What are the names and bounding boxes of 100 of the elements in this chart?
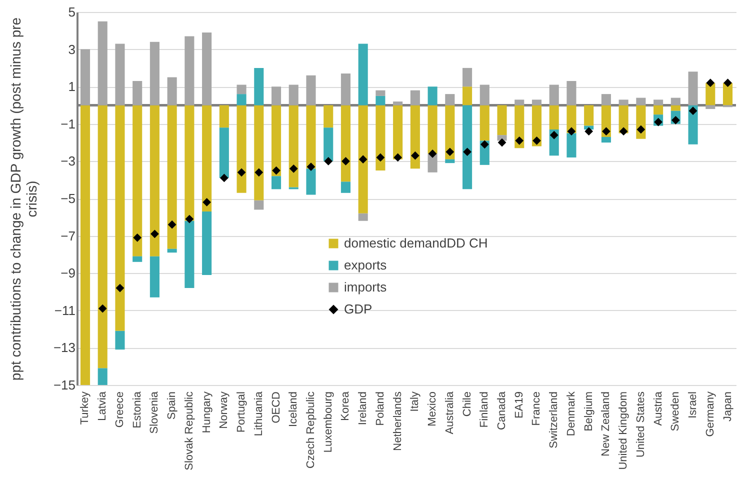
bar <box>462 68 472 87</box>
point <box>289 164 298 173</box>
point <box>185 214 194 224</box>
x-tick-label: Finland <box>478 392 491 428</box>
y-axis-title: ppt contributions to change in GDP growth (post minus pre crisis) <box>7 17 40 381</box>
x-tick-label: Japan <box>722 392 734 422</box>
point <box>584 127 594 136</box>
x-tick-label: Ireland <box>357 392 370 426</box>
y-tick-label: 5 <box>68 4 76 20</box>
bar <box>306 75 316 106</box>
bar <box>236 84 246 94</box>
x-tick-label: Italy <box>409 391 422 412</box>
bar <box>654 105 664 115</box>
x-tick-label: Belgium <box>582 392 595 432</box>
point <box>376 153 385 162</box>
y-tick-label: −13 <box>53 340 76 356</box>
x-tick-label: Poland <box>374 392 386 426</box>
bar <box>184 105 194 221</box>
bar <box>670 105 680 111</box>
y-tick-label: −11 <box>54 302 76 318</box>
point <box>237 168 246 177</box>
bar <box>202 32 212 106</box>
x-tick-label: Turkey <box>79 391 92 425</box>
bar <box>428 86 438 106</box>
x-tick-label: United States <box>634 391 647 458</box>
x-tick-label: Portugal <box>236 392 248 432</box>
bar <box>150 42 160 106</box>
bar <box>688 72 698 106</box>
point <box>254 168 264 177</box>
bar <box>236 94 246 106</box>
point <box>358 155 368 164</box>
bar <box>706 105 716 109</box>
bar <box>462 86 472 106</box>
x-tick-label: Slovak Republic <box>183 391 196 470</box>
bar <box>254 105 264 200</box>
bar <box>288 105 298 188</box>
x-tick-label: Switzerland <box>548 392 560 448</box>
point <box>306 162 316 171</box>
bar <box>98 105 108 368</box>
point <box>463 148 472 156</box>
point <box>116 284 124 292</box>
bar <box>98 368 108 385</box>
point <box>202 198 211 206</box>
y-tick-label: 1 <box>68 79 76 94</box>
x-tick-label: United Kingdom <box>618 392 630 470</box>
bar <box>428 154 438 172</box>
bar <box>115 44 125 106</box>
point <box>654 118 662 126</box>
x-tick-label: Netherlands <box>392 391 404 451</box>
bar <box>480 105 490 141</box>
x-tick-label: Israel <box>687 392 700 418</box>
bar <box>202 212 212 275</box>
x-tick-label: Estonia <box>131 390 144 428</box>
bar <box>271 176 282 190</box>
bar <box>340 105 350 182</box>
bar <box>340 74 350 106</box>
bar <box>324 105 334 128</box>
bar <box>306 105 316 169</box>
bar <box>532 100 542 106</box>
x-tick-label: Greece <box>114 392 126 428</box>
x-tick-label: OECD <box>270 391 282 424</box>
point <box>619 127 628 136</box>
y-tick-label: −9 <box>60 266 76 281</box>
x-tick-label: EA19 <box>513 392 526 418</box>
bar <box>184 36 194 106</box>
bar <box>358 105 368 214</box>
bar <box>410 105 420 169</box>
legend-label: domestic demandDD CH <box>344 236 488 250</box>
x-tick-label: Canada <box>496 390 508 430</box>
bar <box>393 105 403 160</box>
bar <box>358 44 368 106</box>
bar <box>98 21 108 106</box>
bar <box>376 90 386 96</box>
bar <box>340 182 350 193</box>
y-tick-label: −5 <box>60 191 76 206</box>
bar <box>722 82 733 106</box>
point <box>220 174 228 182</box>
bar <box>636 98 646 106</box>
y-tick-label: −3 <box>60 154 76 169</box>
legend-label: imports <box>344 280 388 294</box>
bar <box>566 81 576 106</box>
point <box>394 153 402 162</box>
x-tick-label: Denmark <box>565 391 578 436</box>
point <box>706 78 715 88</box>
legend-label: exports <box>344 258 388 272</box>
bar <box>115 330 125 350</box>
point <box>324 157 333 166</box>
bar <box>584 105 594 126</box>
bar <box>601 94 611 106</box>
point <box>98 304 107 313</box>
point <box>532 136 541 145</box>
bar <box>497 105 507 136</box>
legend-label: GDP <box>344 302 372 316</box>
bar <box>462 105 472 190</box>
bar <box>566 133 576 158</box>
bar <box>271 105 282 176</box>
x-tick-label: New Zealand <box>600 392 612 456</box>
y-tick-label: −1 <box>60 116 76 132</box>
x-tick-label: Chile <box>461 392 474 417</box>
bar <box>80 49 90 106</box>
